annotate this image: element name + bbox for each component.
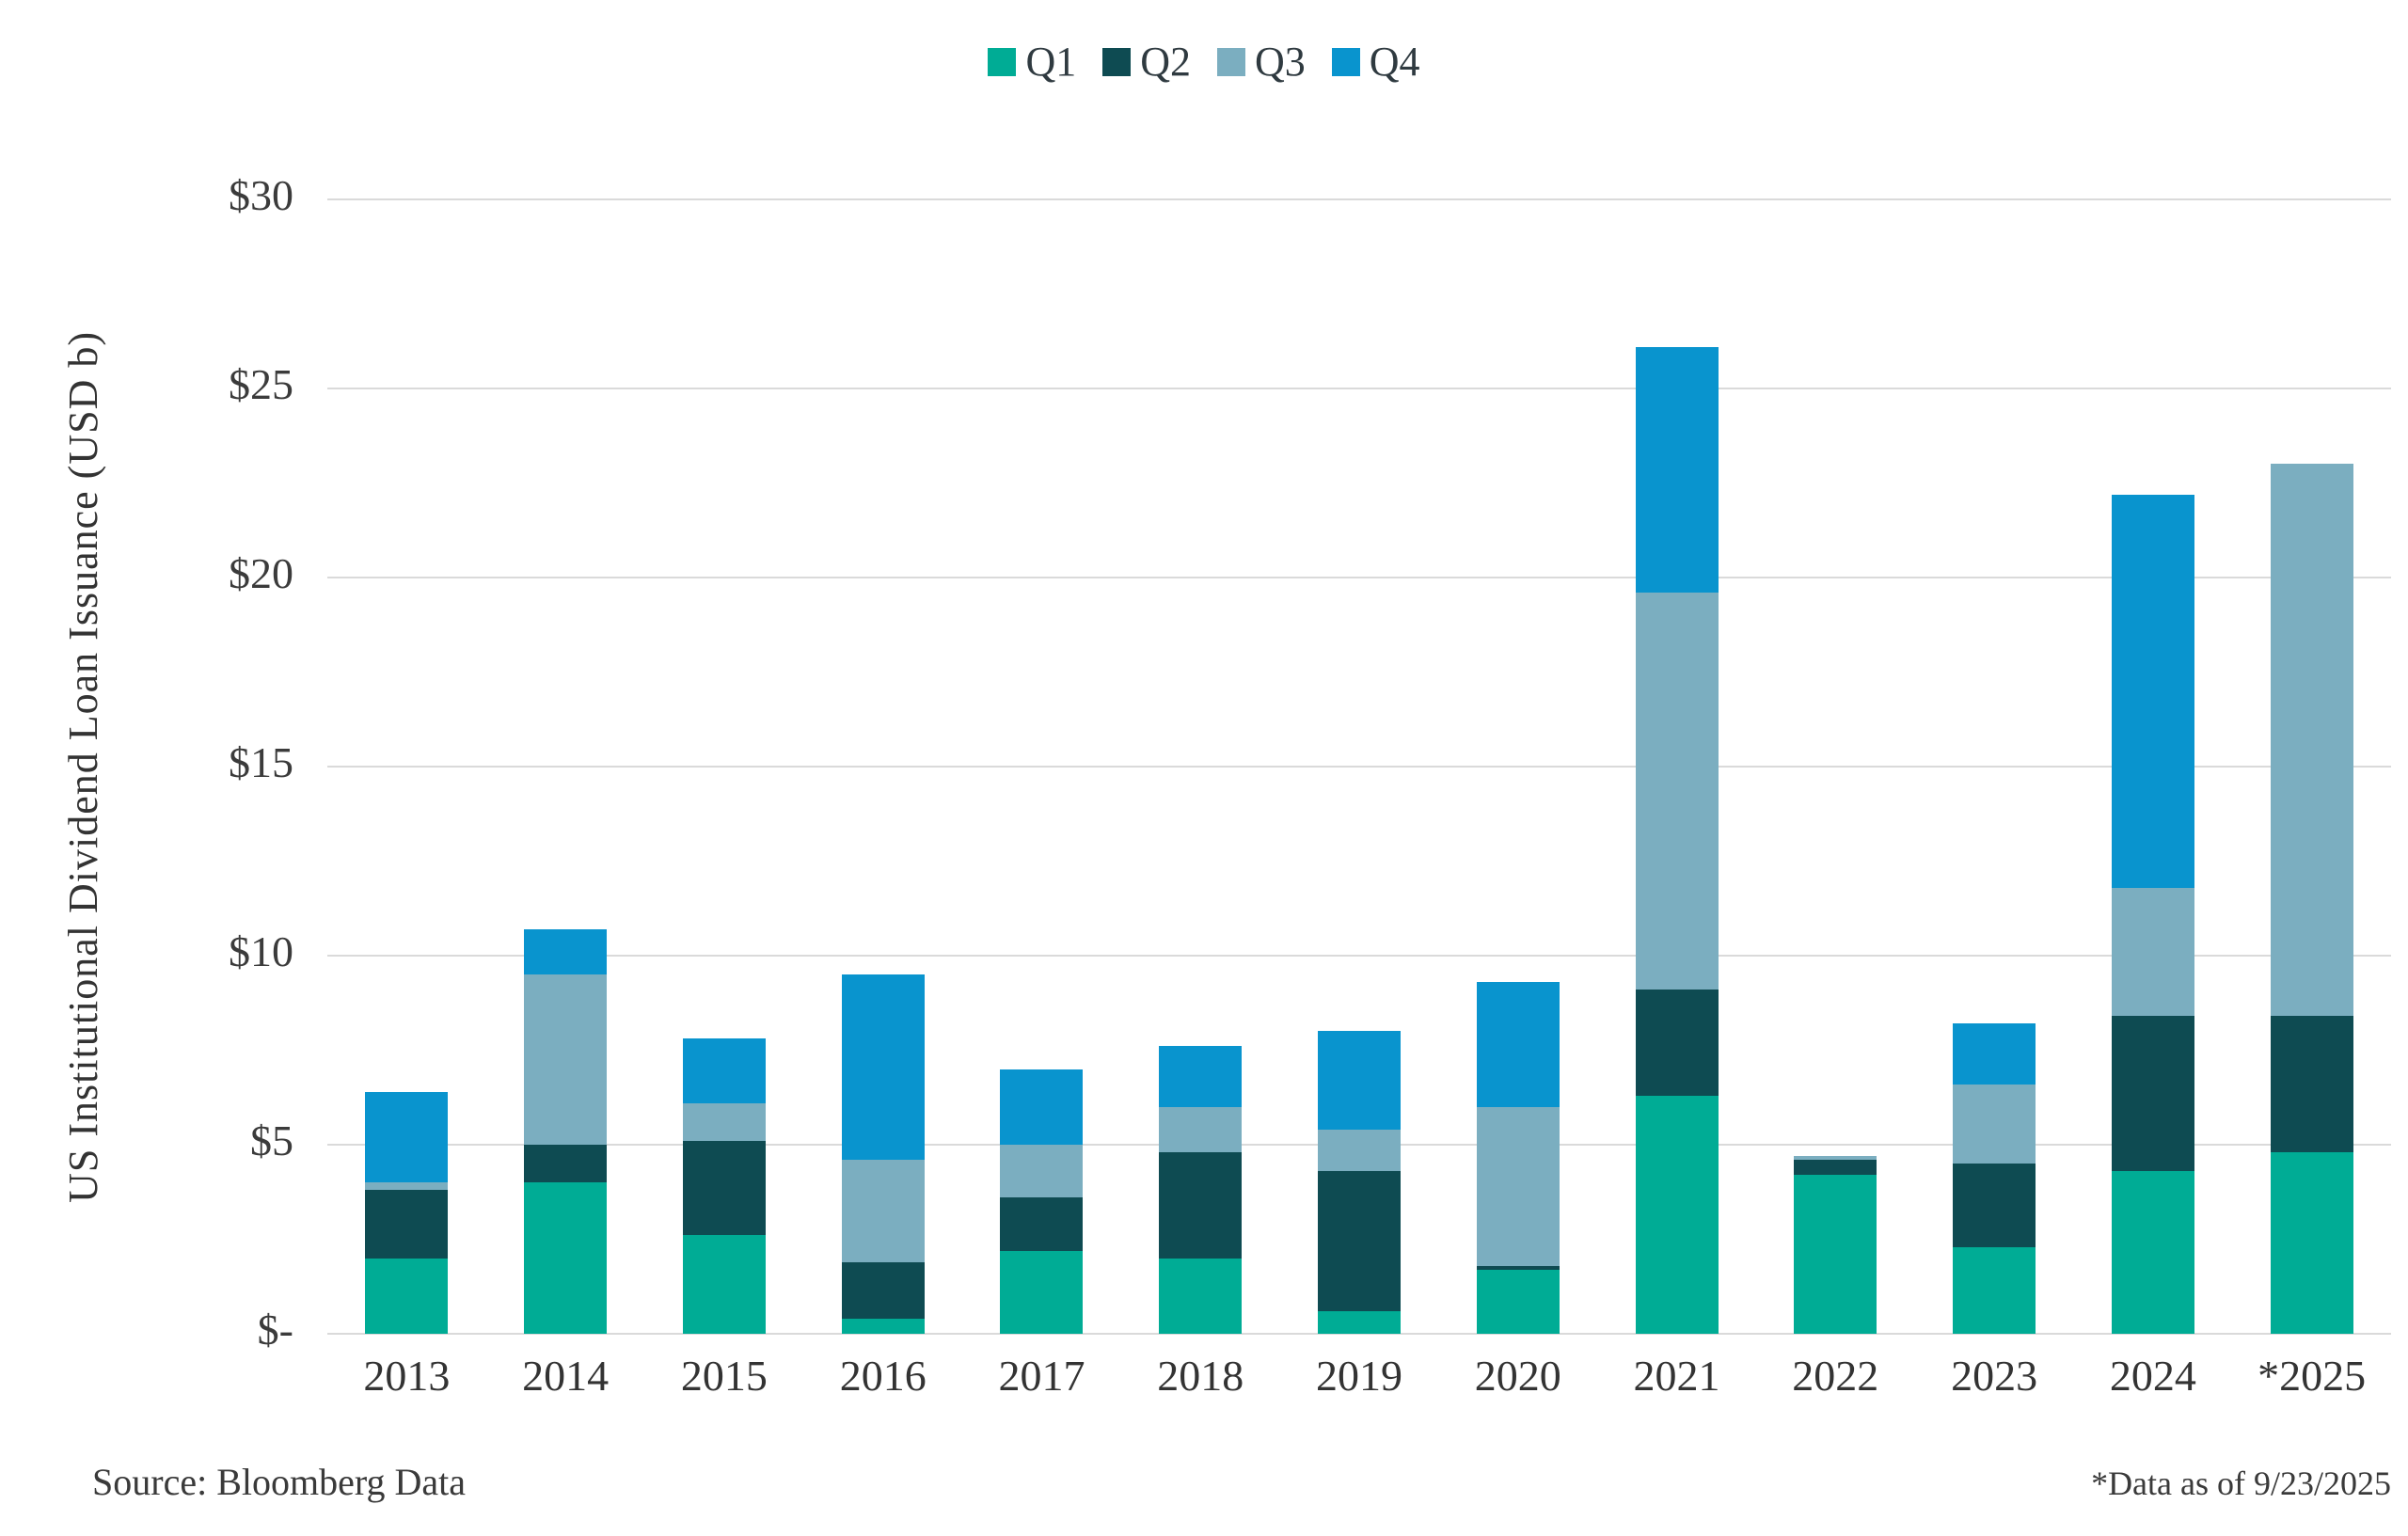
gridline-25 [327,388,2391,389]
gridline-0 [327,1333,2391,1335]
bar-segment-2018-Q2 [1159,1152,1243,1259]
x-tick-label-2022: 2022 [1792,1352,1879,1400]
x-tick-label-2014: 2014 [522,1352,610,1400]
y-tick-label-0: $- [257,1306,293,1354]
x-tick-label-2016: 2016 [839,1352,927,1400]
bar-segment-2023-Q1 [1953,1246,2036,1334]
bar-segment-2016-Q1 [841,1318,925,1334]
x-tick-label-2023: 2023 [1951,1352,2038,1400]
legend-label-Q1: Q1 [1025,39,1077,85]
y-tick-label-10: $10 [229,927,293,975]
bar-segment-2020-Q2 [1476,1265,1560,1270]
source-note: Source: Bloomberg Data [92,1461,466,1503]
bar-segment-2014-Q4 [524,928,608,975]
bar-segment-2013-Q3 [365,1182,449,1191]
y-tick-label-20: $20 [229,549,293,597]
y-tick-label-30: $30 [229,171,293,219]
bar-segment-2014-Q3 [524,974,608,1145]
y-tick-label-25: $25 [229,360,293,408]
legend-swatch-icon-Q2 [1102,48,1132,76]
legend-item-Q2: Q2 [1102,41,1191,83]
bar-segment-2014-Q1 [524,1182,608,1334]
x-tick-label-2017: 2017 [998,1352,1085,1400]
bar-segment-2025-Q3 [2270,464,2353,1017]
bar-segment-2022-Q3 [1794,1156,1877,1161]
bar-segment-2024-Q4 [2111,494,2194,888]
legend-item-Q1: Q1 [988,41,1076,83]
legend-item-Q4: Q4 [1331,39,1420,85]
bar-segment-2025-Q2 [2270,1016,2353,1153]
legend-swatch-icon-Q4 [1331,48,1360,76]
bar-segment-2019-Q3 [1318,1129,1401,1172]
y-tick-label-15: $15 [229,738,293,786]
bar-segment-2017-Q1 [1000,1250,1084,1334]
bar-segment-2015-Q4 [682,1038,766,1103]
bar-segment-2018-Q4 [1159,1046,1243,1107]
x-tick-label-2019: 2019 [1316,1352,1402,1400]
bar-segment-2017-Q3 [1000,1145,1084,1198]
bar-segment-2024-Q2 [2111,1016,2194,1172]
bar-segment-2015-Q3 [682,1102,766,1141]
legend-label-Q4: Q4 [1369,39,1420,85]
gridline-10 [327,955,2391,957]
bar-segment-2021-Q2 [1635,990,1719,1096]
gridline-30 [327,198,2391,200]
bar-segment-2020-Q4 [1476,982,1560,1107]
bar-segment-2021-Q4 [1635,346,1719,594]
bar-segment-2024-Q1 [2111,1171,2194,1334]
gridline-15 [327,766,2391,768]
bar-segment-2024-Q3 [2111,887,2194,1017]
bar-segment-2015-Q1 [682,1235,766,1334]
bar-segment-2016-Q3 [841,1160,925,1262]
bar-segment-2021-Q1 [1635,1095,1719,1334]
x-tick-label-2024: 2024 [2109,1352,2196,1400]
legend-label-Q2: Q2 [1140,39,1191,85]
bar-segment-2023-Q2 [1953,1164,2036,1247]
bar-segment-2017-Q4 [1000,1069,1084,1145]
x-tick-label-2025: *2025 [2258,1352,2367,1400]
bar-segment-2023-Q3 [1953,1084,2036,1164]
y-tick-label-5: $5 [250,1116,293,1164]
bar-segment-2022-Q2 [1794,1160,1877,1176]
legend-swatch-icon-Q3 [1217,48,1245,76]
bar-segment-2015-Q2 [682,1140,766,1236]
bar-segment-2022-Q1 [1794,1175,1877,1334]
x-tick-label-2018: 2018 [1157,1352,1244,1400]
x-tick-label-2021: 2021 [1633,1352,1720,1400]
bar-segment-2017-Q2 [1000,1197,1084,1251]
legend: Q1 Q2 Q3 Q4 [0,41,2408,83]
bar-segment-2019-Q1 [1318,1310,1401,1334]
x-tick-label-2013: 2013 [363,1352,451,1400]
bar-segment-2018-Q3 [1159,1106,1243,1153]
bar-segment-2020-Q1 [1476,1269,1560,1334]
bar-segment-2016-Q2 [841,1261,925,1319]
legend-label-Q3: Q3 [1255,39,1306,85]
x-tick-label-2015: 2015 [680,1352,768,1400]
bar-segment-2013-Q1 [365,1258,449,1334]
bar-segment-2014-Q2 [524,1145,608,1183]
bar-segment-2018-Q1 [1159,1258,1243,1334]
gridline-20 [327,577,2391,578]
legend-swatch-icon-Q1 [988,48,1017,76]
bar-segment-2025-Q1 [2270,1152,2353,1334]
bar-segment-2013-Q2 [365,1190,449,1259]
bar-segment-2023-Q4 [1953,1023,2036,1085]
bar-segment-2021-Q3 [1635,593,1719,990]
x-tick-label-2020: 2020 [1474,1352,1561,1400]
data-as-of-footnote: *Data as of 9/23/2025 [2091,1465,2391,1502]
bar-segment-2020-Q3 [1476,1106,1560,1266]
bar-segment-2019-Q2 [1318,1171,1401,1311]
bar-segment-2016-Q4 [841,974,925,1161]
bar-segment-2013-Q4 [365,1091,449,1183]
bar-segment-2019-Q4 [1318,1031,1401,1130]
legend-item-Q3: Q3 [1217,41,1306,83]
